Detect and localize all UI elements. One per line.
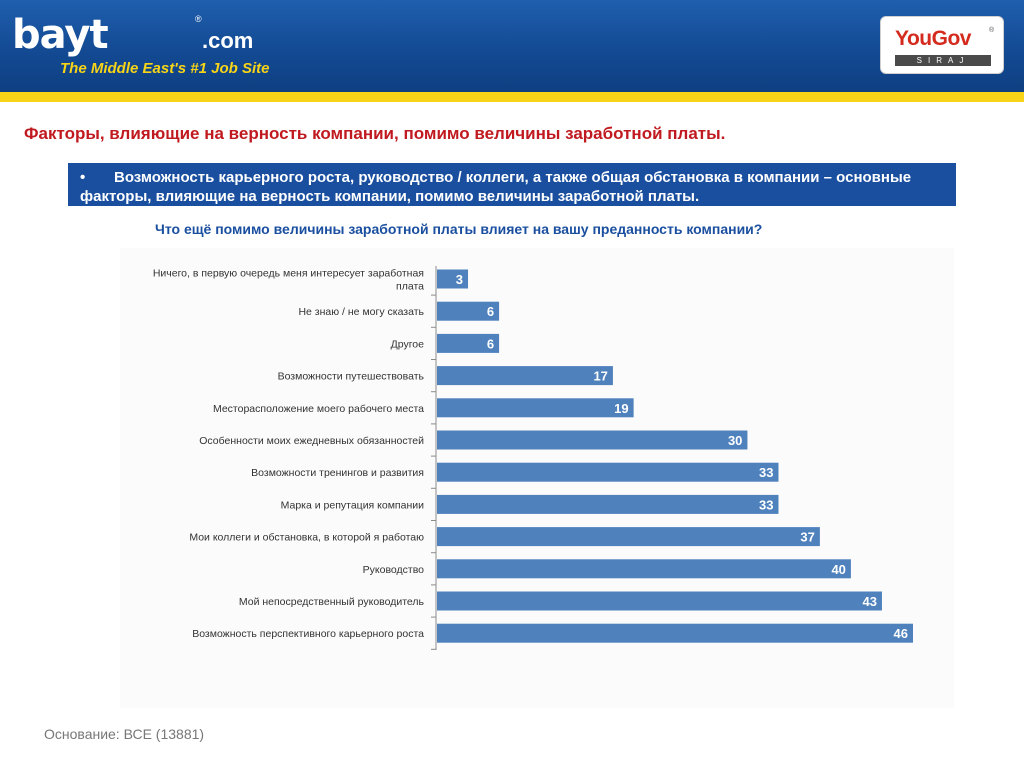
data-label-11: 46 xyxy=(894,626,908,641)
key-finding-banner: • Возможность карьерного роста, руководст… xyxy=(68,163,956,206)
data-label-4: 19 xyxy=(614,401,628,416)
bar-3 xyxy=(437,366,613,386)
category-label-2: Другое xyxy=(391,338,425,350)
bar-7 xyxy=(437,494,779,514)
data-label-7: 33 xyxy=(759,497,773,512)
site-header: bayt ® .com The Middle East's #1 Job Sit… xyxy=(0,0,1024,92)
data-label-1: 6 xyxy=(487,304,494,319)
slide-title: Факторы, влияющие на верность компании, … xyxy=(24,124,726,143)
bar-5 xyxy=(437,430,748,450)
bar-4 xyxy=(437,398,634,418)
data-label-2: 6 xyxy=(487,336,494,351)
yougov-wordmark: YouGov xyxy=(895,27,971,50)
key-finding-text: Возможность карьерного роста, руководств… xyxy=(80,169,912,205)
category-label-0-line-0: Ничего, в первую очередь меня интересует… xyxy=(153,268,424,280)
bar-9 xyxy=(437,559,851,579)
bar-8 xyxy=(437,527,820,547)
bayt-logo[interactable]: bayt ® .com The Middle East's #1 Job Sit… xyxy=(12,12,312,82)
category-label-10: Мой непосредственный руководитель xyxy=(239,596,425,608)
bar-2 xyxy=(437,333,500,353)
category-label-7: Марка и репутация компании xyxy=(281,499,424,511)
data-label-3: 17 xyxy=(593,369,607,384)
bar-chart-area: 3 Ничего, в первую очередь меня интересуе… xyxy=(120,248,954,708)
data-label-10: 43 xyxy=(862,594,876,609)
category-label-6: Возможности тренингов и развития xyxy=(251,467,424,479)
data-label-5: 30 xyxy=(728,433,742,448)
category-label-5: Особенности моих ежедневных обязанностей xyxy=(199,435,424,447)
yougov-logo[interactable]: YouGov ® SIRAJ xyxy=(880,16,1004,74)
data-label-9: 40 xyxy=(831,562,845,577)
yougov-registered-mark: ® xyxy=(989,27,995,34)
base-footnote: Основание: ВСЕ (13881) xyxy=(44,726,205,742)
bayt-domain: .com xyxy=(202,28,254,53)
data-label-8: 37 xyxy=(800,530,814,545)
data-label-0: 3 xyxy=(456,272,463,287)
bar-chart: 3 Ничего, в первую очередь меня интересуе… xyxy=(153,266,913,650)
category-label-0-line-1: плата xyxy=(396,281,424,293)
category-label-4: Месторасположение моего рабочего места xyxy=(213,403,424,415)
bar-1 xyxy=(437,301,500,321)
bar-10 xyxy=(437,591,882,611)
yougov-siraj-label: SIRAJ xyxy=(895,55,991,66)
category-label-9: Руководство xyxy=(363,564,425,576)
category-label-1: Не знаю / не могу сказать xyxy=(298,306,424,318)
header-accent-bar xyxy=(0,92,1024,102)
bar-11 xyxy=(437,623,913,643)
category-label-8: Мои коллеги и обстановка, в которой я ра… xyxy=(189,532,424,544)
bayt-registered-mark: ® xyxy=(195,14,202,24)
category-label-3: Возможности путешествовать xyxy=(278,371,425,383)
bar-6 xyxy=(437,462,779,482)
bullet-icon: • xyxy=(80,169,86,186)
bar-0 xyxy=(437,269,469,289)
bayt-tagline: The Middle East's #1 Job Site xyxy=(60,60,270,77)
data-label-6: 33 xyxy=(759,465,773,480)
bayt-wordmark: bayt xyxy=(12,12,109,58)
category-label-11: Возможность перспективного карьерного ро… xyxy=(192,628,424,640)
survey-question: Что ещё помимо величины заработной платы… xyxy=(155,221,763,237)
